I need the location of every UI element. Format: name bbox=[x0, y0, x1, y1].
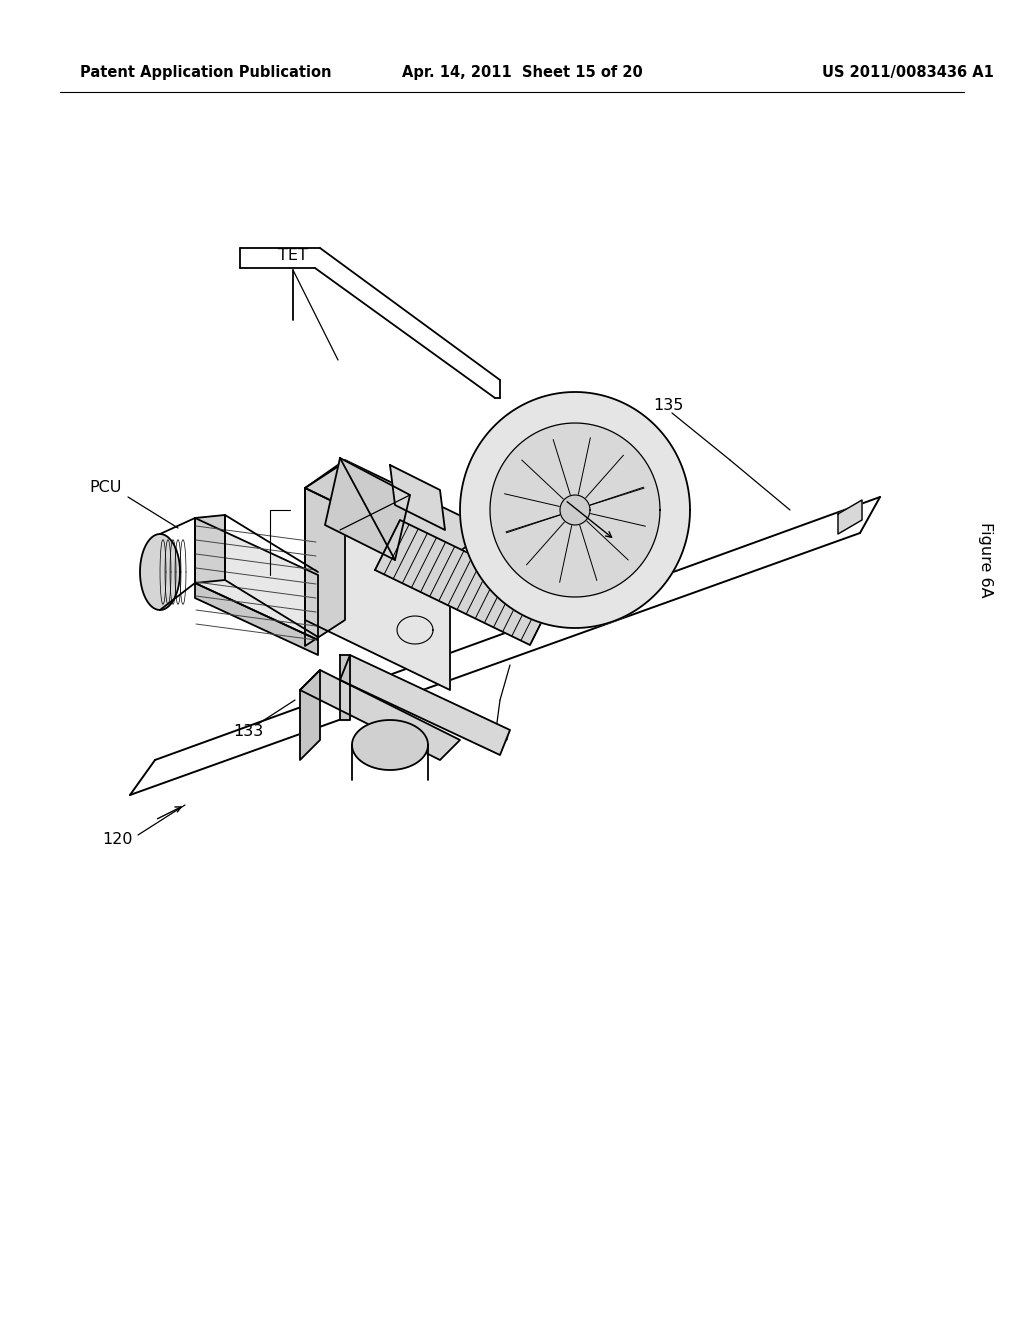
Text: 123: 123 bbox=[343, 557, 373, 573]
Text: 125: 125 bbox=[542, 442, 572, 458]
Text: TET: TET bbox=[279, 248, 308, 263]
Polygon shape bbox=[305, 488, 450, 690]
Polygon shape bbox=[140, 535, 180, 610]
Text: Figure 6A: Figure 6A bbox=[979, 523, 993, 598]
Polygon shape bbox=[390, 465, 445, 531]
Polygon shape bbox=[352, 719, 428, 770]
Text: 133: 133 bbox=[232, 725, 263, 739]
Text: 120: 120 bbox=[102, 833, 133, 847]
Polygon shape bbox=[305, 459, 490, 558]
Polygon shape bbox=[340, 655, 350, 719]
Polygon shape bbox=[305, 462, 345, 645]
Polygon shape bbox=[460, 392, 690, 628]
Text: Apr. 14, 2011  Sheet 15 of 20: Apr. 14, 2011 Sheet 15 of 20 bbox=[401, 65, 642, 79]
Polygon shape bbox=[838, 500, 862, 535]
Text: 130: 130 bbox=[479, 730, 509, 746]
Polygon shape bbox=[560, 495, 590, 525]
Polygon shape bbox=[340, 655, 510, 755]
Polygon shape bbox=[375, 520, 555, 645]
Polygon shape bbox=[195, 517, 318, 640]
Polygon shape bbox=[195, 515, 225, 583]
Text: Patent Application Publication: Patent Application Publication bbox=[80, 65, 332, 79]
Polygon shape bbox=[195, 583, 318, 655]
Text: 135: 135 bbox=[653, 397, 683, 412]
Polygon shape bbox=[325, 458, 410, 560]
Polygon shape bbox=[300, 671, 319, 760]
Text: US 2011/0083436 A1: US 2011/0083436 A1 bbox=[822, 65, 994, 79]
Polygon shape bbox=[300, 671, 460, 760]
Text: PCU: PCU bbox=[90, 479, 122, 495]
Polygon shape bbox=[490, 422, 660, 597]
